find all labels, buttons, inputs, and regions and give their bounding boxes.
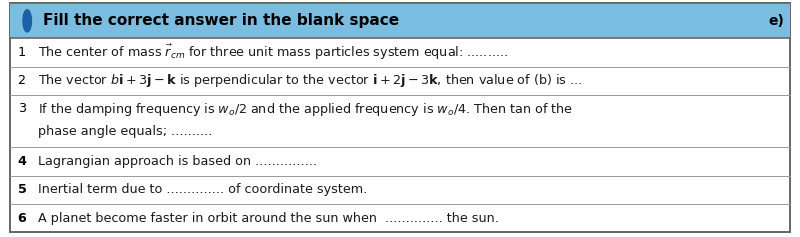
Text: The vector $\mathit{b}\mathbf{i} + 3\mathbf{j} - \mathbf{k}$ is perpendicular to: The vector $\mathit{b}\mathbf{i} + 3\mat…	[38, 72, 583, 89]
Text: 1: 1	[18, 46, 26, 59]
Bar	[10, 3, 790, 38]
Text: 4: 4	[18, 155, 26, 168]
Text: 5: 5	[18, 183, 26, 196]
Text: The center of mass $\vec{r}_{cm}$ for three unit mass particles system equal: ..: The center of mass $\vec{r}_{cm}$ for th…	[38, 43, 508, 62]
Text: phase angle equals; ..........: phase angle equals; ..........	[38, 125, 213, 138]
Text: 6: 6	[18, 212, 26, 225]
Ellipse shape	[23, 10, 31, 32]
Text: 2: 2	[18, 74, 26, 87]
Text: 3: 3	[18, 102, 26, 114]
Text: If the damping frequency is $w_o/2$ and the applied frequency is $w_o/4$. Then t: If the damping frequency is $w_o/2$ and …	[38, 101, 574, 118]
Text: A planet become faster in orbit around the sun when  .............. the sun.: A planet become faster in orbit around t…	[38, 212, 499, 225]
Text: Inertial term due to .............. of coordinate system.: Inertial term due to .............. of c…	[38, 183, 368, 196]
Text: Lagrangian approach is based on ...............: Lagrangian approach is based on ........…	[38, 155, 318, 168]
Text: Fill the correct answer in the blank space: Fill the correct answer in the blank spa…	[43, 13, 399, 28]
Text: e): e)	[768, 14, 784, 28]
